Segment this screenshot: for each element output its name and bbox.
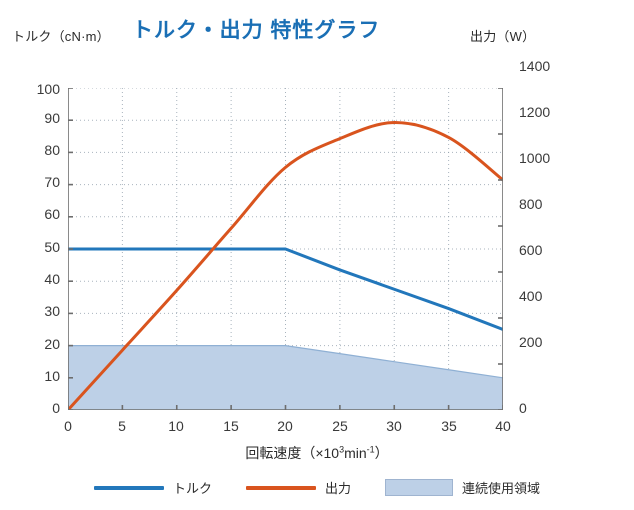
chart-title: トルク・出力 特性グラフ [132, 19, 381, 42]
y-right-tick-800: 800 [519, 196, 543, 212]
plot-area [68, 88, 503, 410]
y-left-tick-40: 40 [44, 271, 60, 287]
x-axis-label-main: 回転速度（×10 [245, 445, 340, 461]
chart-legend: トルク 出力 連続使用領域 [0, 478, 634, 497]
legend-line-icon-torque [93, 485, 164, 490]
y-right-tick-1400: 1400 [519, 58, 551, 74]
y-right-tick-0: 0 [519, 400, 527, 416]
x-axis-label-exp2: -1 [366, 444, 375, 455]
legend-label-output: 出力 [324, 481, 351, 496]
x-tick-10: 10 [168, 418, 184, 434]
x-tick-5: 5 [118, 418, 126, 434]
y-left-tick-10: 10 [44, 368, 60, 384]
x-tick-25: 25 [332, 418, 348, 434]
x-tick-0: 0 [64, 418, 72, 434]
legend-label-torque: トルク [172, 481, 212, 496]
x-tick-20: 20 [277, 418, 293, 434]
legend-item-output[interactable]: 出力 [245, 478, 351, 497]
y-axis-right-label: 出力（W） [470, 29, 536, 44]
y-right-tick-200: 200 [519, 334, 543, 350]
x-tick-35: 35 [441, 418, 457, 434]
legend-swatch-icon-region [385, 479, 453, 496]
legend-item-region[interactable]: 連続使用領域 [385, 478, 540, 497]
y-right-tick-1000: 1000 [519, 150, 551, 166]
x-tick-30: 30 [386, 418, 402, 434]
y-left-tick-100: 100 [36, 81, 60, 97]
y-right-tick-400: 400 [519, 288, 543, 304]
y-left-tick-80: 80 [44, 142, 60, 158]
y-left-tick-0: 0 [52, 400, 60, 416]
series-lines [68, 120, 503, 410]
y-right-tick-1200: 1200 [519, 104, 551, 120]
x-axis-label: 回転速度（×103min-1） [0, 443, 634, 463]
plot-svg [68, 88, 503, 410]
x-tick-15: 15 [223, 418, 239, 434]
axis-lines [68, 88, 503, 410]
x-axis-label-tail: min [344, 445, 367, 461]
y-left-tick-70: 70 [44, 174, 60, 190]
legend-line-icon-output [245, 485, 316, 490]
y-left-tick-90: 90 [44, 110, 60, 126]
y-left-tick-50: 50 [44, 239, 60, 255]
continuous-use-region [68, 345, 503, 410]
x-axis-label-end: ） [374, 445, 389, 461]
y-left-tick-30: 30 [44, 303, 60, 319]
y-right-tick-600: 600 [519, 242, 543, 258]
y-left-tick-20: 20 [44, 336, 60, 352]
y-left-tick-60: 60 [44, 206, 60, 222]
y-axis-left-label: トルク（cN·m） [12, 29, 110, 44]
legend-item-torque[interactable]: トルク [93, 478, 212, 497]
x-axis-label-exp: 3 [339, 444, 345, 455]
x-tick-40: 40 [495, 418, 511, 434]
legend-label-region: 連続使用領域 [462, 481, 541, 496]
